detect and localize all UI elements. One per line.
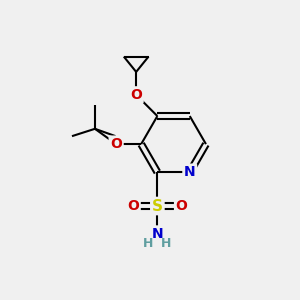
Text: S: S — [152, 199, 163, 214]
Text: O: O — [127, 199, 139, 213]
Text: N: N — [184, 165, 196, 179]
Text: H: H — [161, 237, 171, 250]
Text: O: O — [130, 88, 142, 102]
Text: H: H — [143, 237, 154, 250]
Text: N: N — [152, 227, 163, 241]
Text: O: O — [176, 199, 188, 213]
Text: O: O — [110, 137, 122, 151]
